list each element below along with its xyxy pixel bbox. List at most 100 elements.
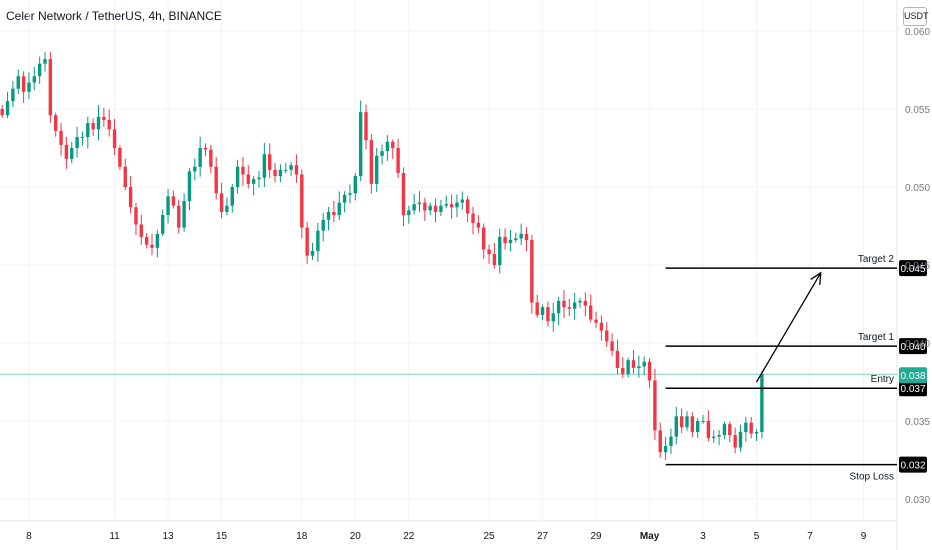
candle-body <box>64 144 69 159</box>
candle-body <box>214 166 218 194</box>
candle-body <box>412 204 416 211</box>
candle-body <box>391 141 395 148</box>
candle-body <box>332 211 336 216</box>
candle-body <box>48 59 53 116</box>
candle-body <box>663 445 668 453</box>
level-price-value: 0.045 <box>900 264 925 275</box>
candle-body <box>572 302 577 309</box>
candle-body <box>342 194 347 203</box>
candle-body <box>712 436 716 439</box>
time-tick-label: 20 <box>350 531 362 542</box>
candle-body <box>187 171 192 202</box>
candle-body <box>278 169 283 177</box>
candle-body <box>230 187 234 206</box>
candle-body <box>177 205 181 228</box>
candle-body <box>91 123 95 130</box>
candle-body <box>444 204 448 206</box>
time-tick-label: 25 <box>483 531 495 542</box>
candle-body <box>540 307 545 315</box>
candle-body <box>375 155 379 184</box>
price-tick-label: 0.060 <box>905 27 930 38</box>
level-label-entry: Entry <box>871 374 894 385</box>
arrow-head <box>810 271 822 285</box>
candle-body <box>589 305 593 320</box>
currency-selector[interactable]: USDT <box>903 7 929 26</box>
candle-body <box>551 313 555 322</box>
candle-body <box>471 213 475 223</box>
candle-body <box>685 416 689 428</box>
candle-body <box>310 250 315 256</box>
level-price-value: 0.037 <box>900 384 925 395</box>
candle-body <box>326 211 331 220</box>
level-price-tag <box>899 456 927 473</box>
candle-body <box>647 361 652 381</box>
candle-body <box>300 174 304 228</box>
time-tick-label: 29 <box>590 531 602 542</box>
candle-body <box>32 76 36 83</box>
candle-body <box>508 240 513 244</box>
candle-body <box>268 154 272 170</box>
time-tick-label: 5 <box>754 531 760 542</box>
candle-body <box>738 431 743 448</box>
candle-body <box>241 166 245 175</box>
last-price-tag <box>899 367 927 384</box>
price-tick-label: 0.030 <box>905 495 930 506</box>
arrow-shaft <box>755 272 822 383</box>
candle-body <box>749 422 753 434</box>
candle-body <box>16 76 20 89</box>
price-tick-label: 0.045 <box>905 261 930 272</box>
candle-body <box>369 140 374 184</box>
candle-body <box>455 202 459 208</box>
candle-body <box>316 230 320 251</box>
candle-body <box>514 238 518 241</box>
candle-body <box>37 63 42 77</box>
time-tick-label: 18 <box>296 531 308 542</box>
candle-body <box>251 179 256 184</box>
candle-body <box>706 421 711 439</box>
candle-body <box>86 123 90 138</box>
candle-body <box>460 199 464 203</box>
candle-body <box>407 210 411 216</box>
candle-body <box>482 227 486 250</box>
candle-body <box>193 166 197 172</box>
candle-body <box>396 148 400 173</box>
candle-body <box>562 300 566 308</box>
level-price-value: 0.040 <box>900 342 925 353</box>
candle-body <box>107 119 111 130</box>
candle-body <box>599 322 604 331</box>
candle-body <box>246 174 250 184</box>
candle-body <box>621 367 625 375</box>
candle-body <box>54 115 58 131</box>
candle-body <box>556 300 561 314</box>
time-tick-label: May <box>640 531 660 542</box>
candle-body <box>128 187 133 208</box>
level-label-target-2: Target 2 <box>858 254 895 265</box>
time-tick-label: 9 <box>861 531 867 542</box>
candle-body <box>358 112 363 177</box>
candle-body <box>653 380 657 431</box>
candle-body <box>144 236 149 245</box>
candle-body <box>139 224 143 237</box>
candle-body <box>123 166 127 187</box>
candle-body <box>11 88 15 102</box>
candle-body <box>348 193 352 195</box>
time-tick-label: 7 <box>807 531 813 542</box>
candle-body <box>754 431 759 434</box>
candle-body <box>728 424 732 436</box>
candle-body <box>492 254 497 265</box>
candle-body <box>465 199 470 214</box>
candle-body <box>257 177 261 180</box>
candle-body <box>642 361 646 367</box>
candle-body <box>679 416 684 428</box>
candle-body <box>696 421 700 432</box>
candle-body <box>401 172 406 216</box>
level-price-tag <box>899 338 927 355</box>
target-arrow <box>755 271 822 383</box>
candle-body <box>364 112 368 141</box>
candle-body <box>503 236 507 244</box>
candle-body <box>294 165 299 175</box>
candle-body <box>70 148 74 159</box>
candle-body <box>722 424 727 436</box>
level-price-value: 0.032 <box>900 461 925 472</box>
